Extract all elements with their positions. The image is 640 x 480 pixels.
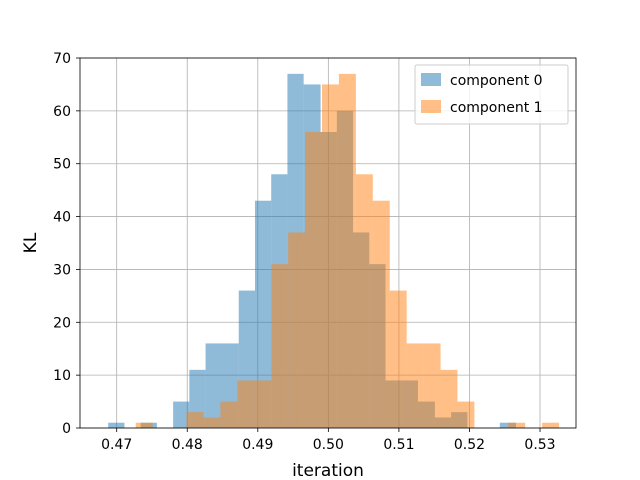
x-tick-label-2: 0.49 bbox=[242, 437, 273, 453]
bar-series-1-bin-15 bbox=[389, 290, 407, 428]
bar-series-1-bin-13 bbox=[355, 174, 373, 428]
y-tick-label-0: 0 bbox=[62, 421, 71, 437]
bar-series-0-bin-4 bbox=[173, 401, 190, 428]
bar-series-1-bin-11 bbox=[322, 84, 339, 428]
y-tick-label-5: 50 bbox=[53, 157, 71, 173]
x-tick-label-0: 0.47 bbox=[101, 437, 132, 453]
legend-swatch-component-1 bbox=[421, 100, 441, 113]
x-axis-label: iteration bbox=[292, 461, 364, 480]
bar-series-1-bin-18 bbox=[440, 369, 458, 428]
y-tick-label-3: 30 bbox=[53, 262, 71, 278]
bar-series-1-bin-0 bbox=[135, 422, 153, 428]
axis-ticks: 0.47 0.48 0.49 0.50 0.51 0.52 0.53 0 10 20 30 40 50 6… bbox=[53, 51, 555, 453]
bar-series-1-bin-3 bbox=[186, 412, 204, 428]
bar-series-1-bin-7 bbox=[254, 380, 272, 428]
x-tick-label-4: 0.51 bbox=[383, 437, 414, 453]
histogram-bars bbox=[108, 73, 560, 428]
bar-series-0-bin-6 bbox=[205, 343, 223, 428]
legend-label-component-1: component 1 bbox=[450, 100, 543, 116]
bar-series-1-bin-22 bbox=[508, 422, 526, 428]
bar-series-1-bin-17 bbox=[423, 343, 441, 428]
bar-series-1-bin-8 bbox=[271, 264, 289, 428]
y-tick-label-1: 10 bbox=[53, 368, 71, 384]
bar-series-1-bin-4 bbox=[203, 417, 221, 428]
bar-series-1-bin-19 bbox=[457, 401, 475, 428]
x-tick-label-6: 0.53 bbox=[524, 437, 555, 453]
legend-swatch-component-0 bbox=[421, 73, 441, 86]
bar-series-1-bin-24 bbox=[542, 422, 560, 428]
y-tick-label-7: 70 bbox=[53, 51, 71, 67]
bar-series-1-bin-14 bbox=[372, 200, 390, 428]
bar-series-1-bin-6 bbox=[237, 380, 255, 428]
legend-box bbox=[414, 64, 569, 125]
x-tick-label-3: 0.50 bbox=[313, 437, 344, 453]
bar-series-1-bin-10 bbox=[305, 132, 323, 428]
bar-series-1-bin-12 bbox=[338, 73, 356, 428]
legend: component 0 component 1 bbox=[414, 64, 569, 125]
bar-series-0-bin-0 bbox=[108, 422, 125, 428]
bar-series-0-bin-9 bbox=[254, 200, 272, 428]
x-tick-label-1: 0.48 bbox=[172, 437, 203, 453]
bar-series-0-bin-24 bbox=[499, 422, 517, 428]
bar-series-1-bin-5 bbox=[220, 401, 238, 428]
bar-series-1-bin-9 bbox=[288, 232, 306, 428]
y-tick-label-6: 60 bbox=[53, 104, 71, 120]
y-tick-label-2: 20 bbox=[53, 315, 71, 331]
x-tick-label-5: 0.52 bbox=[454, 437, 485, 453]
bar-series-1-bin-16 bbox=[406, 343, 424, 428]
legend-label-component-0: component 0 bbox=[450, 73, 543, 89]
y-tick-label-4: 40 bbox=[53, 210, 71, 226]
y-axis-label: KL bbox=[21, 232, 41, 253]
